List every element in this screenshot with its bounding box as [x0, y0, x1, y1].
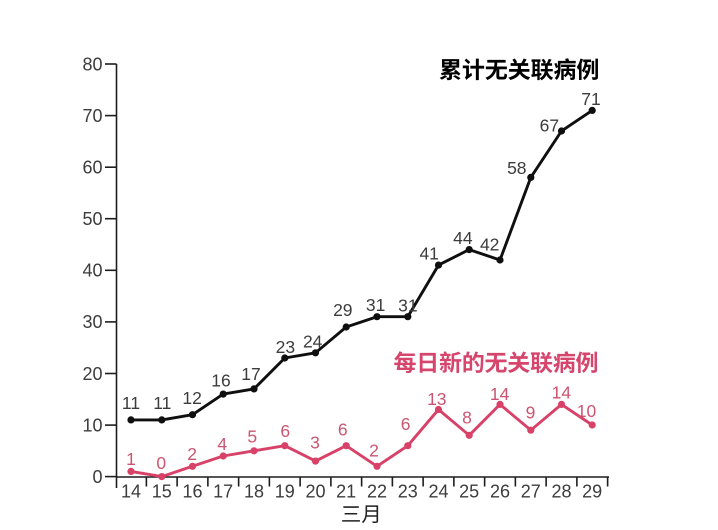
svg-text:6: 6: [280, 421, 290, 441]
svg-text:22: 22: [367, 482, 387, 502]
svg-text:4: 4: [217, 434, 227, 454]
svg-text:6: 6: [401, 414, 411, 434]
svg-text:23: 23: [276, 337, 295, 357]
svg-text:14: 14: [121, 482, 141, 502]
svg-text:12: 12: [182, 388, 201, 408]
svg-text:27: 27: [521, 482, 541, 502]
svg-text:28: 28: [551, 482, 571, 502]
svg-text:15: 15: [152, 482, 172, 502]
svg-text:44: 44: [453, 228, 473, 248]
svg-text:1: 1: [126, 449, 136, 469]
svg-text:30: 30: [82, 312, 102, 332]
svg-text:2: 2: [187, 444, 197, 464]
svg-text:50: 50: [82, 209, 102, 229]
svg-text:24: 24: [303, 332, 323, 352]
svg-text:19: 19: [275, 482, 295, 502]
svg-text:41: 41: [419, 244, 438, 264]
svg-text:3: 3: [310, 433, 320, 453]
svg-text:6: 6: [338, 420, 348, 440]
svg-text:29: 29: [582, 482, 602, 502]
svg-text:42: 42: [480, 235, 499, 255]
svg-text:18: 18: [244, 482, 264, 502]
svg-text:0: 0: [92, 467, 102, 487]
svg-text:9: 9: [526, 403, 536, 423]
svg-text:24: 24: [428, 482, 448, 502]
svg-text:16: 16: [182, 482, 202, 502]
svg-text:40: 40: [82, 261, 102, 281]
svg-text:2: 2: [369, 441, 379, 461]
svg-text:17: 17: [213, 482, 233, 502]
svg-text:10: 10: [82, 415, 102, 435]
svg-text:10: 10: [577, 401, 597, 421]
svg-text:58: 58: [507, 158, 526, 178]
svg-text:80: 80: [82, 54, 102, 74]
svg-text:8: 8: [462, 408, 472, 428]
svg-text:67: 67: [540, 116, 559, 136]
svg-text:31: 31: [366, 295, 385, 315]
svg-text:71: 71: [581, 89, 600, 109]
svg-text:11: 11: [153, 393, 171, 413]
svg-text:14: 14: [490, 384, 510, 404]
svg-text:26: 26: [490, 482, 510, 502]
svg-text:16: 16: [211, 371, 230, 391]
svg-text:25: 25: [459, 482, 479, 502]
svg-text:29: 29: [333, 300, 352, 320]
svg-text:5: 5: [247, 427, 257, 447]
svg-text:60: 60: [82, 158, 102, 178]
svg-text:70: 70: [82, 106, 102, 126]
svg-text:17: 17: [241, 364, 260, 384]
svg-text:21: 21: [336, 482, 356, 502]
svg-text:23: 23: [398, 482, 418, 502]
svg-text:31: 31: [398, 296, 417, 316]
svg-text:11: 11: [122, 393, 140, 413]
svg-text:14: 14: [552, 383, 572, 403]
svg-text:20: 20: [82, 364, 102, 384]
svg-text:20: 20: [305, 482, 325, 502]
svg-text:0: 0: [156, 453, 166, 473]
svg-text:13: 13: [427, 389, 446, 409]
